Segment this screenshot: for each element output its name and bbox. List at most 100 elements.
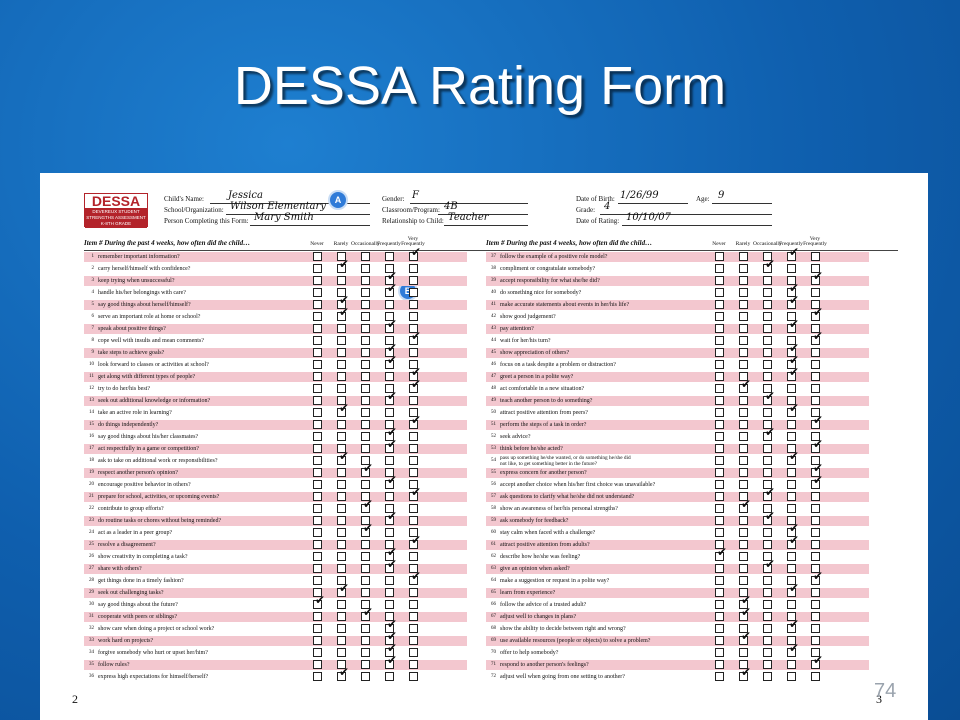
rating-checkbox[interactable] <box>313 324 322 333</box>
rating-checkbox[interactable] <box>739 420 748 429</box>
rating-checkbox[interactable] <box>313 648 322 657</box>
rating-checkbox[interactable] <box>715 408 724 417</box>
rating-checkbox[interactable]: ✔ <box>787 533 799 549</box>
rating-checkbox[interactable]: ✔ <box>385 353 397 369</box>
rating-checkbox[interactable] <box>409 600 418 609</box>
rating-checkbox[interactable] <box>385 384 394 393</box>
rating-checkbox[interactable]: ✔ <box>787 293 799 309</box>
rating-checkbox[interactable] <box>361 672 370 681</box>
rating-checkbox[interactable] <box>715 648 724 657</box>
rating-checkbox[interactable] <box>337 552 346 561</box>
rating-checkbox[interactable] <box>763 528 772 537</box>
rating-checkbox[interactable] <box>409 528 418 537</box>
rating-checkbox[interactable] <box>763 300 772 309</box>
rating-checkbox[interactable] <box>763 576 772 585</box>
rating-checkbox[interactable]: ✔ <box>811 269 823 285</box>
rating-checkbox[interactable] <box>313 540 322 549</box>
rating-checkbox[interactable] <box>313 612 322 621</box>
rating-checkbox[interactable] <box>715 264 724 273</box>
rating-checkbox[interactable] <box>715 480 724 489</box>
rating-checkbox[interactable] <box>313 564 322 573</box>
rating-checkbox[interactable] <box>763 288 772 297</box>
rating-checkbox[interactable] <box>409 624 418 633</box>
rating-checkbox[interactable] <box>763 252 772 261</box>
rating-checkbox[interactable]: ✔ <box>787 617 799 633</box>
rating-checkbox[interactable] <box>715 564 724 573</box>
rating-checkbox[interactable] <box>337 336 346 345</box>
rating-checkbox[interactable] <box>361 324 370 333</box>
rating-checkbox[interactable] <box>361 348 370 357</box>
rating-checkbox[interactable] <box>337 636 346 645</box>
rating-checkbox[interactable] <box>313 492 322 501</box>
rating-checkbox[interactable] <box>313 672 322 681</box>
rating-checkbox[interactable] <box>313 552 322 561</box>
rating-checkbox[interactable] <box>313 576 322 585</box>
rating-checkbox[interactable] <box>715 396 724 405</box>
rating-checkbox[interactable] <box>715 300 724 309</box>
rating-checkbox[interactable] <box>763 600 772 609</box>
rating-checkbox[interactable] <box>811 672 820 681</box>
rating-checkbox[interactable] <box>715 276 724 285</box>
rating-checkbox[interactable] <box>361 336 370 345</box>
rating-checkbox[interactable] <box>715 672 724 681</box>
rating-checkbox[interactable] <box>739 564 748 573</box>
rating-checkbox[interactable] <box>313 276 322 285</box>
rating-checkbox[interactable] <box>715 540 724 549</box>
rating-checkbox[interactable] <box>715 432 724 441</box>
rating-checkbox[interactable] <box>739 468 748 477</box>
rating-checkbox[interactable] <box>409 516 418 525</box>
rating-checkbox[interactable] <box>337 564 346 573</box>
rating-checkbox[interactable] <box>763 384 772 393</box>
rating-checkbox[interactable] <box>787 264 796 273</box>
rating-checkbox[interactable] <box>385 504 394 513</box>
rating-checkbox[interactable] <box>313 420 322 429</box>
rating-checkbox[interactable] <box>409 648 418 657</box>
rating-checkbox[interactable] <box>739 312 748 321</box>
rating-checkbox[interactable] <box>313 336 322 345</box>
rating-checkbox[interactable] <box>313 360 322 369</box>
rating-checkbox[interactable]: ✔ <box>385 629 397 645</box>
rating-checkbox[interactable] <box>787 276 796 285</box>
rating-checkbox[interactable] <box>811 456 820 465</box>
rating-checkbox[interactable]: ✔ <box>787 365 799 381</box>
rating-checkbox[interactable] <box>739 336 748 345</box>
rating-checkbox[interactable] <box>811 600 820 609</box>
rating-checkbox[interactable] <box>337 396 346 405</box>
rating-checkbox[interactable] <box>787 612 796 621</box>
rating-checkbox[interactable] <box>763 504 772 513</box>
rating-checkbox[interactable]: ✔ <box>409 569 421 585</box>
rating-checkbox[interactable] <box>763 444 772 453</box>
rating-checkbox[interactable] <box>811 300 820 309</box>
rating-checkbox[interactable]: ✔ <box>739 605 751 621</box>
rating-checkbox[interactable] <box>763 372 772 381</box>
rating-checkbox[interactable]: ✔ <box>811 305 823 321</box>
rating-checkbox[interactable] <box>715 492 724 501</box>
rating-checkbox[interactable] <box>763 660 772 669</box>
rating-checkbox[interactable]: ✔ <box>811 329 823 345</box>
rating-checkbox[interactable]: ✔ <box>787 341 799 357</box>
rating-checkbox[interactable] <box>811 492 820 501</box>
rating-checkbox[interactable] <box>715 636 724 645</box>
rating-checkbox[interactable] <box>337 420 346 429</box>
rating-checkbox[interactable]: ✔ <box>787 521 799 537</box>
rating-checkbox[interactable] <box>763 468 772 477</box>
rating-checkbox[interactable] <box>811 408 820 417</box>
rating-checkbox[interactable] <box>715 624 724 633</box>
rating-checkbox[interactable] <box>337 252 346 261</box>
rating-checkbox[interactable] <box>385 456 394 465</box>
rating-checkbox[interactable] <box>409 612 418 621</box>
rating-checkbox[interactable] <box>385 336 394 345</box>
rating-checkbox[interactable] <box>313 384 322 393</box>
rating-checkbox[interactable] <box>739 396 748 405</box>
rating-checkbox[interactable] <box>739 300 748 309</box>
rating-checkbox[interactable] <box>811 540 820 549</box>
rating-checkbox[interactable] <box>811 648 820 657</box>
rating-checkbox[interactable] <box>811 564 820 573</box>
rating-checkbox[interactable]: ✔ <box>763 509 775 525</box>
rating-checkbox[interactable] <box>385 420 394 429</box>
rating-checkbox[interactable] <box>361 396 370 405</box>
rating-checkbox[interactable] <box>739 624 748 633</box>
rating-checkbox[interactable] <box>409 276 418 285</box>
rating-checkbox[interactable]: ✔ <box>739 629 751 645</box>
rating-checkbox[interactable]: ✔ <box>409 485 421 501</box>
